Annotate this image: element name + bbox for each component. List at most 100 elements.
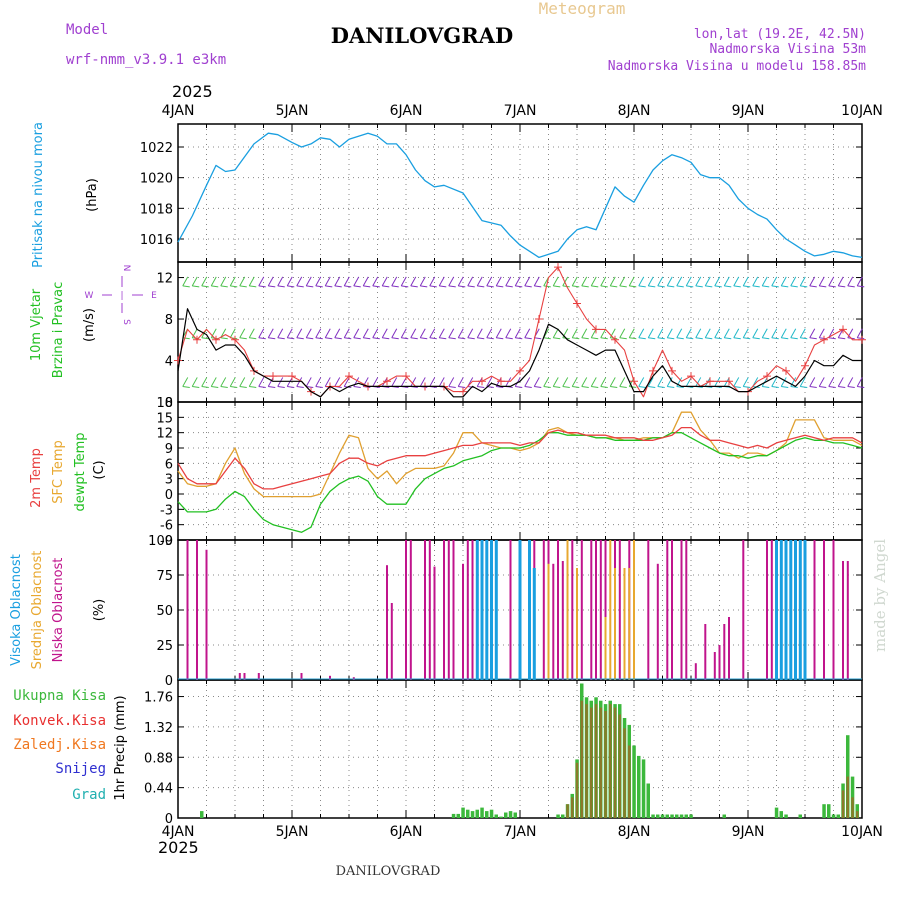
- wind-gust-marker: [459, 387, 467, 396]
- cloud-bar: [723, 624, 726, 680]
- y-tick-label: -9: [160, 534, 173, 549]
- wind-barb: [562, 328, 569, 338]
- precip-bar: [722, 814, 726, 818]
- wind-barb: [685, 276, 692, 287]
- wind-barb: [799, 328, 806, 338]
- wind-barb: [344, 285, 352, 288]
- wind-barb: [486, 337, 494, 340]
- wind-barb: [524, 276, 531, 287]
- wind-barb: [372, 285, 380, 288]
- y-tick-label: 9: [165, 442, 173, 457]
- wind-barb: [733, 285, 741, 288]
- wind-barb: [477, 285, 485, 288]
- wind-barb: [819, 285, 827, 288]
- wind-barb: [828, 337, 836, 340]
- wind-gust-marker: [212, 335, 220, 344]
- wind-barb: [391, 377, 398, 387]
- precip-legend-hail: Grad: [72, 787, 106, 803]
- wind-barb: [857, 285, 865, 288]
- y-tick-label: 0: [165, 488, 173, 503]
- cloud-bar: [528, 540, 531, 680]
- wind-barb: [296, 328, 303, 338]
- wind-gust-marker: [193, 335, 201, 344]
- wind-barb: [458, 337, 466, 340]
- y-tick-label: 1018: [140, 202, 173, 217]
- wind-barb: [353, 385, 361, 388]
- wind-barb: [249, 337, 257, 340]
- wind-barb: [818, 276, 825, 287]
- cloud-bar: [547, 563, 550, 680]
- wind-barb: [515, 385, 523, 388]
- wind-gust-marker: [649, 366, 657, 375]
- wind-barb: [533, 377, 540, 387]
- wind-barb: [258, 328, 265, 338]
- wind-barb: [515, 285, 523, 288]
- wind-barb: [248, 276, 255, 287]
- wind-barb: [229, 328, 236, 338]
- x-tick-label-bottom: 6JAN: [390, 824, 423, 840]
- wind-barb: [667, 385, 675, 388]
- wind-barb: [619, 337, 627, 340]
- wind-gust-marker: [402, 372, 410, 381]
- precip-bar: [604, 711, 607, 818]
- cloud-bar: [390, 603, 393, 680]
- wind-barb: [192, 285, 200, 288]
- wind-barb: [819, 337, 827, 340]
- wind-barb: [571, 377, 578, 387]
- wind-gust-marker: [383, 377, 391, 386]
- wind-gust-marker: [858, 335, 866, 344]
- wind-barb: [619, 285, 627, 288]
- wind-barb: [372, 328, 379, 338]
- chart-subtitle: Meteogram: [539, 0, 626, 18]
- wind-barb: [705, 337, 713, 340]
- wind-barb: [676, 337, 684, 340]
- wind-barb: [524, 385, 532, 388]
- wind-barb: [306, 385, 314, 388]
- cloud-bar: [647, 540, 650, 680]
- wind-barb: [800, 285, 808, 288]
- wind-gust-marker: [763, 372, 771, 381]
- wind-barb: [534, 385, 542, 388]
- cloud-bar: [704, 624, 707, 680]
- cloud-bar: [466, 540, 469, 680]
- y-tick-label: -3: [160, 503, 173, 518]
- wind-barb: [790, 385, 798, 388]
- x-tick-label-bottom: 10JAN: [841, 824, 883, 840]
- footer-location: DANILOVGRAD: [336, 864, 441, 879]
- wind-barb: [762, 385, 770, 388]
- wind-barb: [486, 328, 493, 338]
- precip-bar: [461, 807, 465, 818]
- wind-barb: [296, 285, 304, 288]
- precip-bar: [566, 804, 569, 818]
- precip-bar: [679, 814, 684, 818]
- wind-barb: [201, 276, 208, 287]
- wind-barb: [600, 276, 607, 287]
- wind-barb: [439, 337, 447, 340]
- wind-barb: [771, 385, 779, 388]
- wind-barb: [771, 377, 778, 387]
- wind-barb: [543, 285, 551, 288]
- x-tick-label-top: 8JAN: [618, 103, 651, 119]
- wind-gust-marker: [516, 366, 524, 375]
- wind-barb: [315, 285, 323, 288]
- cloud-bar: [205, 549, 208, 680]
- wind-barb: [856, 328, 863, 338]
- wind-barb: [277, 385, 285, 388]
- precip-bar: [571, 797, 574, 818]
- wind-barb: [857, 385, 865, 388]
- wind-barb: [610, 385, 618, 388]
- x-tick-label-top: 9JAN: [732, 103, 765, 119]
- wind-gust-marker: [554, 263, 562, 272]
- wind-barb: [676, 276, 683, 287]
- wind-barb: [609, 377, 616, 387]
- chart-title: DANILOVGRAD: [331, 23, 513, 48]
- wind-barb: [410, 377, 417, 387]
- cloud-bar: [784, 540, 788, 680]
- wind-barb: [457, 377, 464, 387]
- wind-barb: [695, 377, 702, 387]
- cloud-bar: [490, 540, 493, 680]
- cloud-bar: [452, 540, 455, 680]
- cloud-bar: [571, 540, 574, 680]
- wind-barb: [562, 385, 570, 388]
- wind-barb: [553, 285, 561, 288]
